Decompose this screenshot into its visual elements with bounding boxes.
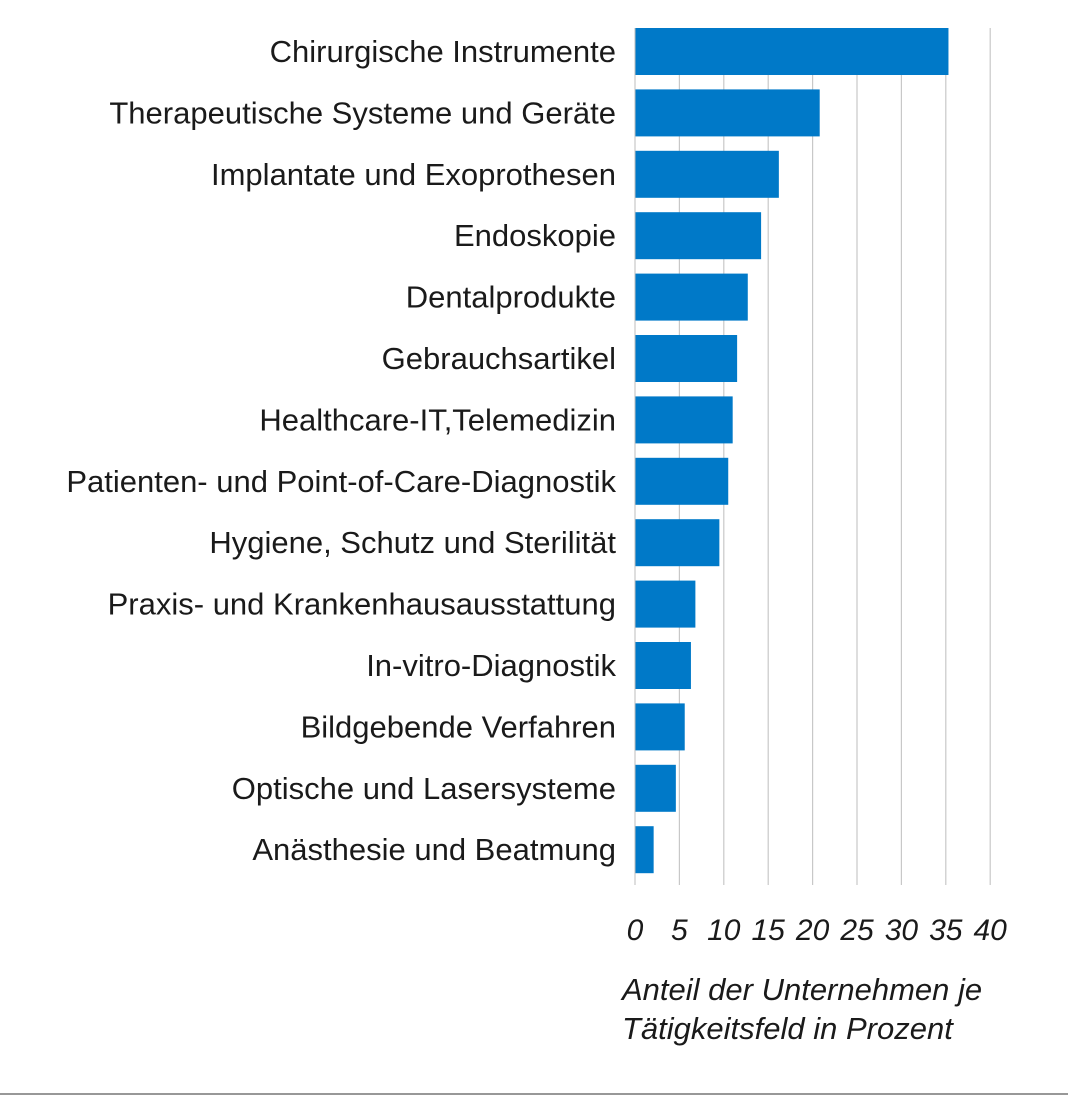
x-tick-label: 40 [974,914,1008,947]
bar [635,150,779,198]
category-label: Therapeutische Systeme und Geräte [109,95,616,130]
category-label: Hygiene, Schutz und Sterilität [209,525,616,560]
x-axis-title-line-1: Anteil der Unternehmen je [620,972,982,1007]
x-tick-label: 10 [707,914,741,947]
bar [635,703,685,751]
category-label: Implantate und Exoprothesen [211,157,616,192]
category-label: Optische und Lasersysteme [232,771,616,806]
x-tick-label: 15 [752,914,786,947]
bar [635,519,720,567]
x-tick-label: 5 [671,914,688,947]
bar [635,273,748,321]
bar [635,764,676,812]
bar [635,580,696,628]
bars [635,28,949,874]
x-tick-label: 20 [795,914,830,947]
bar [635,642,691,689]
category-label: Anästhesie und Beatmung [252,832,616,867]
bar [635,335,738,382]
category-label: Endoskopie [454,218,616,253]
category-label: Dentalprodukte [406,280,616,315]
x-tick-label: 30 [885,914,919,947]
category-labels: Chirurgische Instrumente Therapeutische S… [66,34,616,867]
category-label: Healthcare-IT,Telemedizin [259,402,616,437]
bar [635,89,820,137]
category-label: Praxis- und Krankenhausausstattung [108,587,616,622]
bar [635,826,654,874]
bar [635,457,729,505]
x-tick-label: 0 [627,914,644,947]
category-label: In-vitro-Diagnostik [366,648,616,683]
category-label: Patienten- und Point-of-Care-Diagnostik [66,464,616,499]
x-axis-title-line-2: Tätigkeitsfeld in Prozent [622,1011,954,1046]
category-label: Chirurgische Instrumente [270,34,616,69]
category-label: Gebrauchsartikel [382,341,616,376]
bar [635,28,949,75]
x-tick-label: 35 [929,914,963,947]
bar [635,396,733,444]
category-label: Bildgebende Verfahren [301,709,616,744]
x-tick-labels: 0 5 10 15 20 25 30 35 40 [627,914,1008,947]
bar [635,212,762,260]
x-tick-label: 25 [839,914,874,947]
